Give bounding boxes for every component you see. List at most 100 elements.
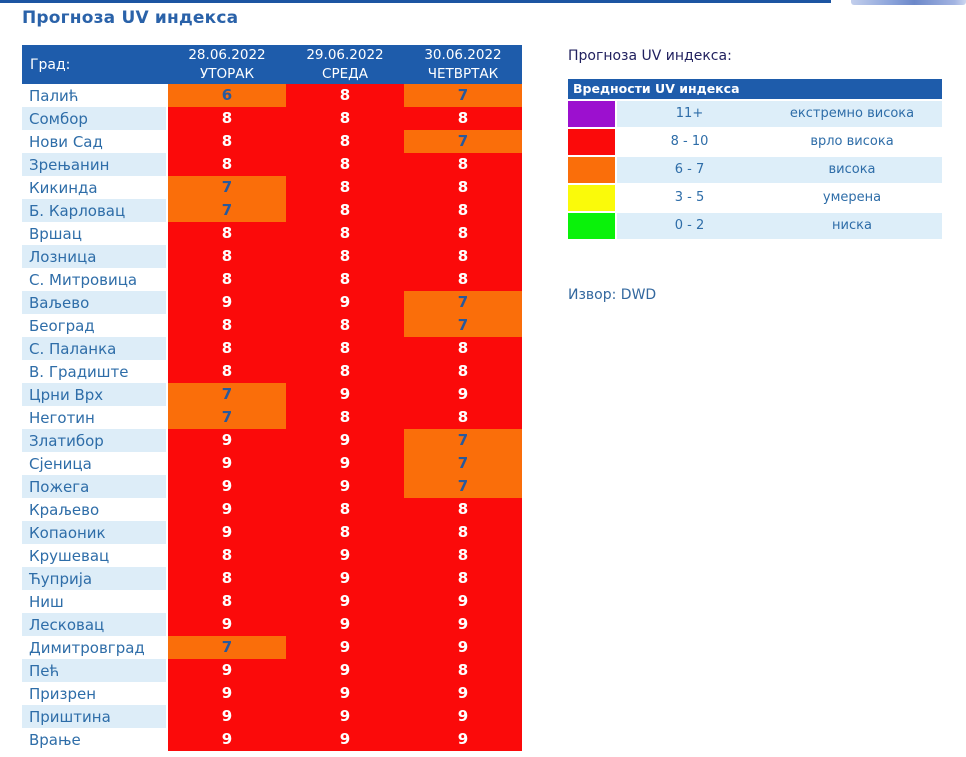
- uv-value-cell: 8: [404, 199, 522, 222]
- uv-value-cell: 8: [286, 521, 404, 544]
- legend-label: екстремно висока: [789, 106, 915, 121]
- day-3: ЧЕТВРТАК: [427, 65, 499, 82]
- uv-value-cell: 8: [404, 176, 522, 199]
- legend-color-swatch: [568, 157, 615, 183]
- uv-value-cell: 7: [404, 314, 522, 337]
- table-row: Зрењанин 8 8 8: [22, 153, 522, 176]
- legend-rows: 11+ екстремно висока 8 - 10 врло висока 6 - …: [568, 101, 942, 239]
- table-row: Неготин 7 8 8: [22, 406, 522, 429]
- city-name: С. Митровица: [22, 268, 168, 291]
- uv-value-cell: 8: [286, 360, 404, 383]
- uv-value-cell: 7: [404, 291, 522, 314]
- top-right-decoration: [851, 0, 966, 5]
- city-column-header: Град:: [30, 56, 71, 73]
- legend-row-body: 0 - 2 ниска: [617, 213, 942, 239]
- source-label: Извор: DWD: [568, 287, 657, 303]
- city-name: Димитровград: [22, 636, 168, 659]
- table-row: С. Митровица 8 8 8: [22, 268, 522, 291]
- legend-row-body: 11+ екстремно висока: [617, 101, 942, 127]
- uv-value-cell: 9: [286, 452, 404, 475]
- uv-value-cell: 9: [168, 452, 286, 475]
- city-name: Вршац: [22, 222, 168, 245]
- table-row: Црни Врх 7 9 9: [22, 383, 522, 406]
- city-name: Краљево: [22, 498, 168, 521]
- city-name: Кикинда: [22, 176, 168, 199]
- uv-value-cell: 8: [404, 521, 522, 544]
- city-name: Златибор: [22, 429, 168, 452]
- uv-value-cell: 8: [404, 107, 522, 130]
- uv-value-cell: 8: [168, 360, 286, 383]
- uv-value-cell: 8: [286, 130, 404, 153]
- uv-value-cell: 8: [286, 314, 404, 337]
- table-row: Пећ 9 9 8: [22, 659, 522, 682]
- city-name: Приштина: [22, 705, 168, 728]
- uv-value-cell: 7: [404, 429, 522, 452]
- legend-color-swatch: [568, 101, 615, 127]
- uv-value-cell: 9: [286, 590, 404, 613]
- uv-value-cell: 8: [404, 659, 522, 682]
- uv-value-cell: 9: [168, 521, 286, 544]
- uv-value-cell: 8: [404, 222, 522, 245]
- legend-range: 8 - 10: [670, 134, 709, 149]
- uv-value-cell: 8: [404, 245, 522, 268]
- uv-value-cell: 8: [168, 153, 286, 176]
- city-name: Пожега: [22, 475, 168, 498]
- uv-value-cell: 7: [404, 475, 522, 498]
- day-1: УТОРАК: [199, 65, 255, 82]
- uv-value-cell: 9: [286, 682, 404, 705]
- legend-row-body: 8 - 10 врло висока: [617, 129, 942, 155]
- table-row: Лозница 8 8 8: [22, 245, 522, 268]
- uv-value-cell: 8: [286, 107, 404, 130]
- uv-value-cell: 9: [286, 291, 404, 314]
- table-row: Приштина 9 9 9: [22, 705, 522, 728]
- uv-value-cell: 8: [286, 199, 404, 222]
- uv-value-cell: 9: [168, 291, 286, 314]
- legend-color-swatch: [568, 185, 615, 211]
- table-row: Б. Карловац 7 8 8: [22, 199, 522, 222]
- uv-value-cell: 9: [404, 705, 522, 728]
- uv-value-cell: 9: [286, 544, 404, 567]
- uv-value-cell: 8: [286, 176, 404, 199]
- legend-range: 6 - 7: [674, 162, 705, 177]
- uv-value-cell: 8: [404, 544, 522, 567]
- table-row: Сомбор 8 8 8: [22, 107, 522, 130]
- uv-value-cell: 9: [168, 705, 286, 728]
- uv-value-cell: 8: [168, 268, 286, 291]
- table-row: Призрен 9 9 9: [22, 682, 522, 705]
- uv-value-cell: 9: [404, 613, 522, 636]
- table-row: Златибор 9 9 7: [22, 429, 522, 452]
- uv-value-cell: 8: [168, 107, 286, 130]
- legend-range: 11+: [675, 106, 704, 121]
- uv-value-cell: 9: [404, 728, 522, 751]
- uv-value-cell: 7: [168, 406, 286, 429]
- uv-forecast-table: Град: 28.06.2022 УТОРАК 29.06.2022 СРЕДА…: [22, 45, 522, 751]
- uv-value-cell: 8: [286, 84, 404, 107]
- top-border-line: [0, 0, 831, 3]
- uv-value-cell: 9: [286, 429, 404, 452]
- uv-value-cell: 8: [404, 153, 522, 176]
- legend-row: 3 - 5 умерена: [568, 185, 942, 211]
- uv-value-cell: 9: [168, 659, 286, 682]
- city-name: Ниш: [22, 590, 168, 613]
- date-3: 30.06.2022: [424, 46, 502, 63]
- legend-row: 11+ екстремно висока: [568, 101, 942, 127]
- legend-color-swatch: [568, 129, 615, 155]
- uv-value-cell: 8: [168, 567, 286, 590]
- city-name: Пећ: [22, 659, 168, 682]
- uv-value-cell: 9: [286, 475, 404, 498]
- uv-value-cell: 8: [286, 153, 404, 176]
- date-column-header-3: 30.06.2022 ЧЕТВРТАК: [404, 45, 522, 84]
- uv-value-cell: 8: [168, 544, 286, 567]
- uv-value-cell: 8: [168, 314, 286, 337]
- uv-value-cell: 8: [286, 337, 404, 360]
- legend-panel: Прогноза UV индекса: Вредности UV индекс…: [568, 48, 942, 239]
- table-row: Кикинда 7 8 8: [22, 176, 522, 199]
- uv-value-cell: 8: [286, 406, 404, 429]
- uv-value-cell: 9: [168, 498, 286, 521]
- legend-label: врло висока: [810, 134, 894, 149]
- uv-value-cell: 9: [404, 636, 522, 659]
- uv-value-cell: 9: [404, 383, 522, 406]
- legend-row: 8 - 10 врло висока: [568, 129, 942, 155]
- table-header-row: Град: 28.06.2022 УТОРАК 29.06.2022 СРЕДА…: [22, 45, 522, 84]
- city-name: Ваљево: [22, 291, 168, 314]
